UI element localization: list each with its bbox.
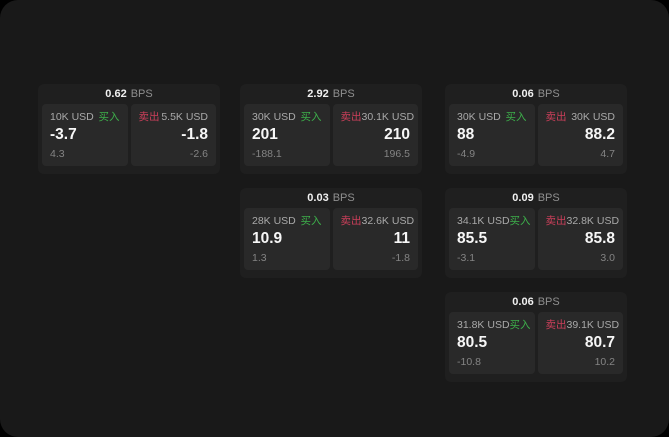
sell-label: 卖出	[138, 111, 160, 123]
buy-amount: 31.8K USD	[457, 319, 510, 331]
bps-value: 0.09	[512, 192, 534, 204]
sell-amount: 32.8K USD	[566, 215, 620, 227]
buy-delta: -4.9	[457, 148, 476, 160]
bps-header: 0.06 BPS	[445, 292, 627, 312]
buy-tile[interactable]: 10K USD 买入 -3.7 4.3	[42, 104, 128, 166]
buy-tile[interactable]: 30K USD 买入 201 -188.1	[244, 104, 330, 166]
sell-tile[interactable]: 卖出 5.5K USD -1.8 -2.6	[130, 104, 216, 166]
sell-delta: -1.8	[391, 252, 410, 264]
sell-delta: 4.7	[600, 148, 615, 160]
sell-tile[interactable]: 卖出 30K USD 88.2 4.7	[537, 104, 623, 166]
buy-price: 10.9	[252, 230, 283, 247]
sell-label: 卖出	[340, 215, 362, 227]
bps-header: 0.62 BPS	[38, 84, 220, 104]
bps-header: 0.03 BPS	[240, 188, 422, 208]
buy-amount: 28K USD	[252, 215, 296, 227]
sell-delta: 3.0	[600, 252, 615, 264]
sell-delta: -2.6	[189, 148, 208, 160]
buy-delta: 4.3	[50, 148, 65, 160]
buy-delta: 1.3	[252, 252, 267, 264]
buy-label: 买入	[505, 111, 527, 123]
sell-delta: 10.2	[594, 356, 615, 368]
sell-label: 卖出	[545, 111, 567, 123]
buy-label: 买入	[509, 215, 531, 227]
sell-tile[interactable]: 卖出 32.8K USD 85.8 3.0	[537, 208, 623, 270]
sell-price: 210	[384, 126, 410, 143]
buy-delta: -10.8	[457, 356, 481, 368]
sell-amount: 30.1K USD	[361, 111, 415, 123]
buy-price: 201	[252, 126, 278, 143]
sell-amount: 32.6K USD	[361, 215, 415, 227]
bps-suffix-label: BPS	[537, 192, 560, 204]
sell-tile[interactable]: 卖出 32.6K USD 11 -1.8	[332, 208, 418, 270]
quote-panels: 10K USD 买入 -3.7 4.3 卖出 5.5K USD -1.8 -2.…	[38, 104, 220, 170]
bps-suffix-label: BPS	[332, 192, 355, 204]
bps-value: 0.06	[512, 88, 534, 100]
sell-amount: 30K USD	[571, 111, 615, 123]
quote-panels: 28K USD 买入 10.9 1.3 卖出 32.6K USD 11 -1.8	[240, 208, 422, 274]
buy-tile[interactable]: 34.1K USD 买入 85.5 -3.1	[449, 208, 535, 270]
bps-header: 2.92 BPS	[240, 84, 422, 104]
quote-panels: 31.8K USD 买入 80.5 -10.8 卖出 39.1K USD 80.…	[445, 312, 627, 378]
buy-delta: -188.1	[252, 148, 282, 160]
buy-label: 买入	[98, 111, 120, 123]
sell-price: 88.2	[584, 126, 615, 143]
bps-value: 0.62	[105, 88, 127, 100]
bps-value: 2.92	[307, 88, 329, 100]
bps-suffix-label: BPS	[537, 296, 560, 308]
sell-amount: 39.1K USD	[566, 319, 620, 331]
buy-amount: 30K USD	[252, 111, 296, 123]
sell-label: 卖出	[545, 215, 567, 227]
buy-tile[interactable]: 28K USD 买入 10.9 1.3	[244, 208, 330, 270]
buy-price: 80.5	[457, 334, 488, 351]
bps-suffix-label: BPS	[130, 88, 153, 100]
buy-label: 买入	[509, 319, 531, 331]
sell-label: 卖出	[545, 319, 567, 331]
sell-label: 卖出	[340, 111, 362, 123]
sell-delta: 196.5	[383, 148, 410, 160]
sell-price: 11	[393, 230, 410, 247]
buy-tile[interactable]: 30K USD 买入 88 -4.9	[449, 104, 535, 166]
sell-price: 85.8	[584, 230, 615, 247]
bps-header: 0.09 BPS	[445, 188, 627, 208]
quote-card-5: 0.09 BPS 34.1K USD 买入 85.5 -3.1 卖出 32.8K …	[445, 188, 627, 278]
buy-amount: 10K USD	[50, 111, 94, 123]
buy-amount: 34.1K USD	[457, 215, 510, 227]
sell-price: -1.8	[181, 126, 208, 143]
quote-panels: 30K USD 买入 201 -188.1 卖出 30.1K USD 210 1…	[240, 104, 422, 170]
buy-amount: 30K USD	[457, 111, 501, 123]
buy-label: 买入	[300, 111, 322, 123]
sell-price: 80.7	[584, 334, 615, 351]
quote-card-3: 0.06 BPS 30K USD 买入 88 -4.9 卖出 30K USD 88…	[445, 84, 627, 174]
buy-price: 88	[457, 126, 475, 143]
quote-card-6: 0.06 BPS 31.8K USD 买入 80.5 -10.8 卖出 39.1K…	[445, 292, 627, 382]
bps-header: 0.06 BPS	[445, 84, 627, 104]
bps-value: 0.03	[307, 192, 329, 204]
bps-suffix-label: BPS	[332, 88, 355, 100]
quote-panels: 34.1K USD 买入 85.5 -3.1 卖出 32.8K USD 85.8…	[445, 208, 627, 274]
quote-card-2: 2.92 BPS 30K USD 买入 201 -188.1 卖出 30.1K U…	[240, 84, 422, 174]
buy-tile[interactable]: 31.8K USD 买入 80.5 -10.8	[449, 312, 535, 374]
buy-price: -3.7	[50, 126, 77, 143]
bps-suffix-label: BPS	[537, 88, 560, 100]
sell-amount: 5.5K USD	[161, 111, 208, 123]
buy-price: 85.5	[457, 230, 488, 247]
buy-label: 买入	[300, 215, 322, 227]
sell-tile[interactable]: 卖出 30.1K USD 210 196.5	[332, 104, 418, 166]
sell-tile[interactable]: 卖出 39.1K USD 80.7 10.2	[537, 312, 623, 374]
quote-card-4: 0.03 BPS 28K USD 买入 10.9 1.3 卖出 32.6K USD…	[240, 188, 422, 278]
buy-delta: -3.1	[457, 252, 476, 264]
quote-card-1: 0.62 BPS 10K USD 买入 -3.7 4.3 卖出 5.5K USD …	[38, 84, 220, 174]
bps-value: 0.06	[512, 296, 534, 308]
quote-panels: 30K USD 买入 88 -4.9 卖出 30K USD 88.2 4.7	[445, 104, 627, 170]
